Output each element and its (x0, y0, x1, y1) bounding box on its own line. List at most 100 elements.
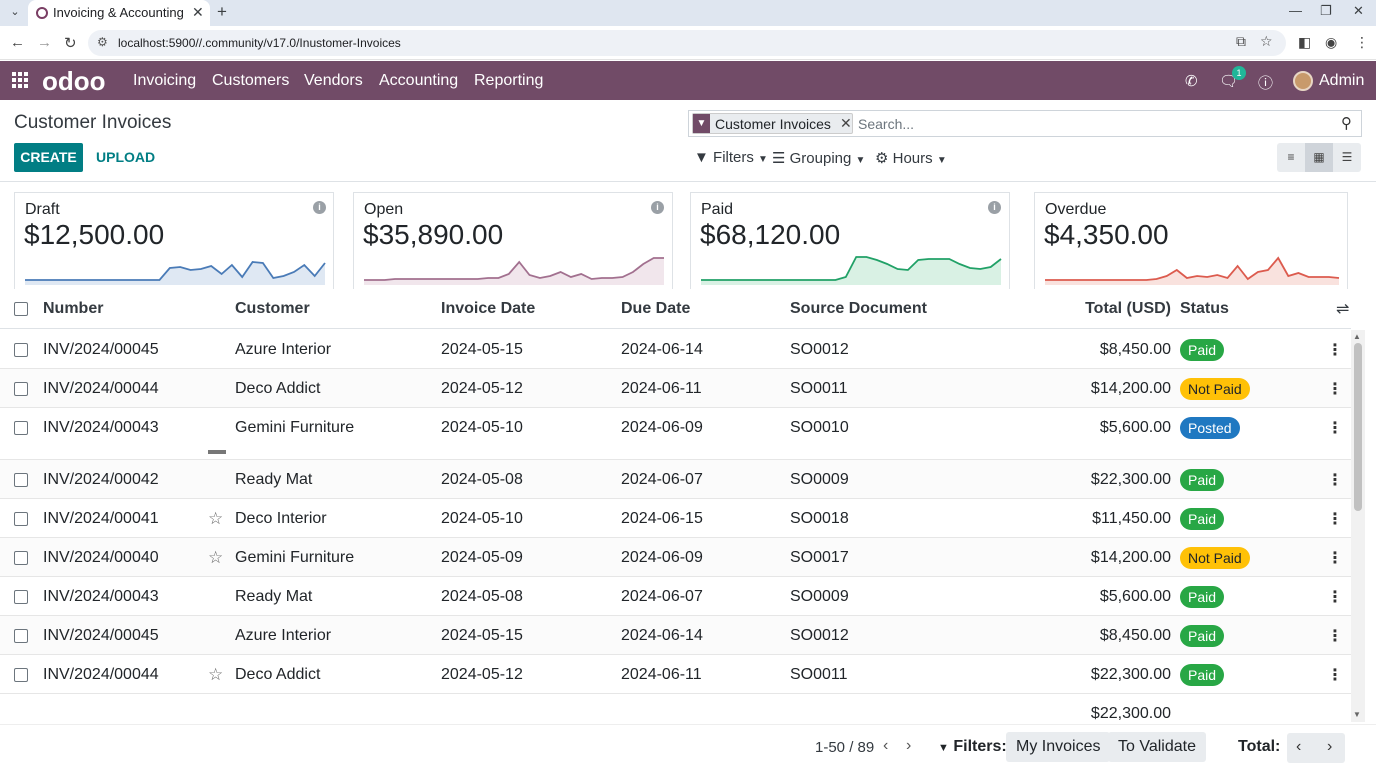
side-panel-icon[interactable]: ◧ (1298, 34, 1312, 50)
scroll-down-icon[interactable]: ▼ (1353, 710, 1361, 719)
menu-customers[interactable]: Customers (212, 72, 290, 89)
search-facet[interactable]: ▼ Customer Invoices ✕ (692, 113, 853, 134)
user-name[interactable]: Admin (1319, 72, 1365, 89)
optional-columns-icon[interactable]: ⇌ (1336, 301, 1350, 318)
apps-grid-icon[interactable] (12, 72, 28, 88)
minimize-icon[interactable]: — (1289, 3, 1302, 18)
table-row[interactable]: INV/2024/00042 Ready Mat 2024-05-08 2024-06… (0, 460, 1351, 499)
filters-dropdown[interactable]: ▼ Filters ▼ (694, 149, 768, 166)
bookmark-star-icon[interactable]: ☆ (1260, 33, 1273, 49)
table-row[interactable]: INV/2024/00045 Azure Interior 2024-05-15 20… (0, 616, 1351, 655)
table-row[interactable]: INV/2024/00044 ☆ Deco Addict 2024-05-12 2024… (0, 655, 1351, 694)
create-button[interactable]: CREATE (14, 143, 83, 172)
info-icon[interactable]: i (988, 201, 1001, 214)
forward-arrow-icon[interactable]: → (37, 34, 52, 51)
grouping-dropdown[interactable]: ☰ Grouping ▼ (772, 149, 865, 167)
favorite-star-icon[interactable]: ☆ (208, 509, 224, 528)
table-row[interactable]: INV/2024/00043 Ready Mat 2024-05-08 2024-06… (0, 577, 1351, 616)
table-row[interactable]: INV/2024/00041 ☆ Deco Interior 2024-05-10 20… (0, 499, 1351, 538)
remove-facet-icon[interactable]: ✕ (840, 115, 852, 131)
row-actions-icon[interactable]: ⋮ (1327, 472, 1343, 489)
avatar[interactable] (1293, 71, 1313, 91)
phone-icon[interactable]: ✆ (1185, 73, 1198, 90)
pager-prev-icon[interactable]: ‹ (883, 737, 889, 754)
hours-dropdown[interactable]: ⚙ Hours ▼ (875, 149, 947, 167)
site-info-icon[interactable]: ⚙ (97, 35, 108, 49)
table-row[interactable]: INV/2024/00044 Deco Addict 2024-05-12 2024-… (0, 369, 1351, 408)
col-invoice-date[interactable]: Invoice Date (441, 300, 536, 317)
nav-prev-icon[interactable]: ‹ (1296, 738, 1302, 755)
col-status[interactable]: Status (1180, 300, 1229, 317)
row-actions-icon[interactable]: ⋮ (1327, 381, 1343, 398)
upload-button[interactable]: UPLOAD (96, 149, 156, 165)
favorite-star-icon[interactable]: ☆ (208, 665, 224, 684)
scroll-up-icon[interactable]: ▲ (1353, 332, 1361, 341)
col-due-date[interactable]: Due Date (621, 300, 691, 317)
list-view-icon[interactable]: ☰ (1341, 150, 1353, 164)
table-row[interactable]: INV/2024/00045 Azure Interior 2024-05-15 20… (0, 330, 1351, 369)
nav-next-icon[interactable]: › (1327, 738, 1333, 755)
menu-invoicing[interactable]: Invoicing (133, 72, 197, 89)
row-actions-icon[interactable]: ⋮ (1327, 550, 1343, 567)
menu-accounting[interactable]: Accounting (379, 72, 459, 89)
odoo-logo[interactable]: odoo (42, 66, 106, 96)
sparkline-area (364, 258, 664, 285)
scroll-thumb[interactable] (1354, 343, 1362, 511)
row-actions-icon[interactable]: ⋮ (1327, 628, 1343, 645)
window-close-icon[interactable]: ✕ (1353, 3, 1364, 18)
tab-list-chevron-icon[interactable]: ⌄ (10, 6, 20, 18)
menu-vendors[interactable]: Vendors (304, 72, 363, 89)
col-customer[interactable]: Customer (235, 300, 310, 317)
info-icon[interactable]: i (651, 201, 664, 214)
settings-view-icon[interactable]: ≡ (1287, 150, 1295, 164)
row-checkbox[interactable] (14, 473, 28, 487)
new-tab-plus-icon[interactable]: + (217, 2, 227, 21)
search-input[interactable]: ▼ Customer Invoices ✕ Search... ⚲ (688, 110, 1362, 137)
install-app-icon[interactable]: ⧉ (1236, 33, 1246, 49)
row-checkbox[interactable] (14, 421, 28, 435)
restore-icon[interactable]: ❐ (1320, 3, 1332, 18)
back-arrow-icon[interactable]: ← (10, 34, 25, 51)
row-checkbox[interactable] (14, 590, 28, 604)
browser-tab[interactable]: Invoicing & Accounting ✕ (28, 0, 210, 26)
row-checkbox[interactable] (14, 629, 28, 643)
info-icon[interactable]: i (313, 201, 326, 214)
my-invoices-chip[interactable]: My Invoices (1006, 732, 1111, 762)
kpi-card-overdue[interactable]: Overdue $4,350.00 (1034, 192, 1348, 290)
profile-icon[interactable]: ◉ (1325, 34, 1338, 50)
select-all-checkbox[interactable] (14, 302, 28, 316)
col-number[interactable]: Number (43, 300, 104, 317)
table-row[interactable]: INV/2024/00043 Gemini Furniture 2024-05-10… (0, 408, 1351, 460)
row-actions-icon[interactable]: ⋮ (1327, 589, 1343, 606)
favorite-star-icon[interactable]: ☆ (208, 548, 224, 567)
reload-icon[interactable]: ↻ (64, 35, 77, 52)
pager-next-icon[interactable]: › (906, 737, 912, 754)
grand-total: $22,300.00 (1090, 705, 1171, 722)
kanban-view-icon[interactable]: ▦ (1305, 143, 1333, 172)
kpi-card-open[interactable]: Open $35,890.00 i (353, 192, 673, 290)
row-actions-icon[interactable]: ⋮ (1327, 420, 1343, 437)
browser-menu-icon[interactable]: ⋮ (1355, 34, 1369, 50)
tab-close-icon[interactable]: ✕ (192, 4, 204, 20)
row-actions-icon[interactable]: ⋮ (1327, 342, 1343, 359)
to-validate-chip[interactable]: To Validate (1108, 732, 1206, 762)
row-checkbox[interactable] (14, 382, 28, 396)
col-source-document[interactable]: Source Document (790, 300, 927, 317)
row-actions-icon[interactable]: ⋮ (1327, 667, 1343, 684)
kpi-card-draft[interactable]: Draft $12,500.00 i (14, 192, 334, 290)
row-checkbox[interactable] (14, 512, 28, 526)
row-actions-icon[interactable]: ⋮ (1327, 511, 1343, 528)
table-scrollbar[interactable]: ▲ ▼ (1351, 330, 1365, 722)
pager-value[interactable]: 1-50 / 89 (815, 739, 875, 756)
help-icon[interactable]: ⓘ (1258, 75, 1274, 92)
menu-reporting[interactable]: Reporting (474, 72, 544, 89)
drag-handle[interactable] (208, 450, 226, 454)
row-checkbox[interactable] (14, 668, 28, 682)
table-row[interactable]: INV/2024/00040 ☆ Gemini Furniture 2024-05-0… (0, 538, 1351, 577)
search-icon[interactable]: ⚲ (1341, 115, 1352, 132)
url-field[interactable]: ⚙ localhost:5900//.community/v17.0/Inust… (88, 30, 1286, 56)
row-checkbox[interactable] (14, 343, 28, 357)
row-checkbox[interactable] (14, 551, 28, 565)
kpi-card-paid[interactable]: Paid $68,120.00 i (690, 192, 1010, 290)
col-total[interactable]: Total (USD) (1085, 300, 1171, 317)
